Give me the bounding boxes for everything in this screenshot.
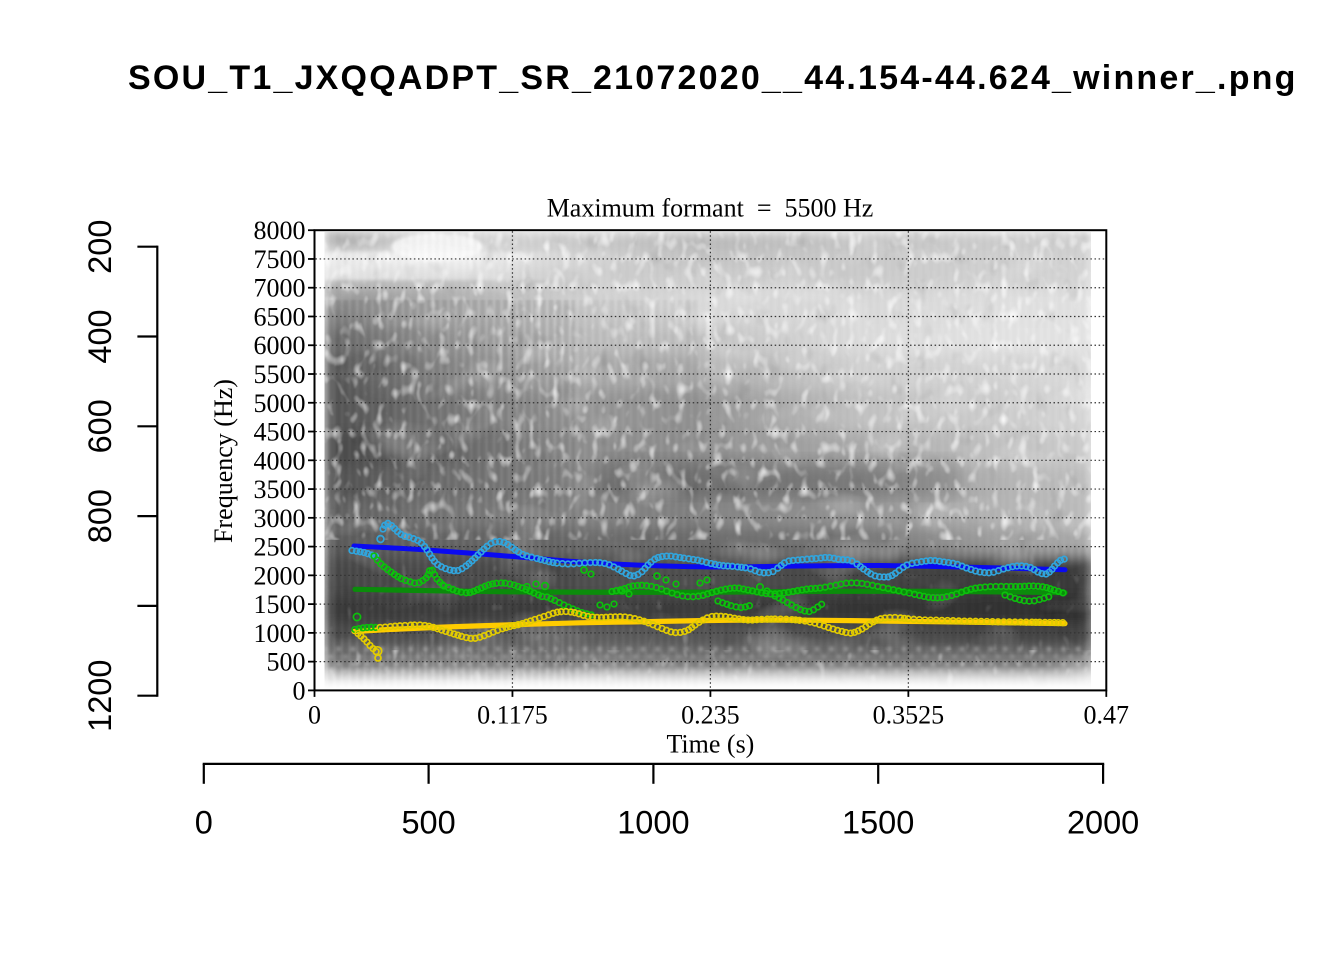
svg-text:600: 600 (82, 399, 118, 453)
svg-text:1000: 1000 (254, 619, 306, 648)
svg-text:0: 0 (308, 701, 321, 730)
svg-text:800: 800 (82, 489, 118, 543)
svg-text:1000: 1000 (617, 805, 689, 841)
svg-text:2000: 2000 (1067, 805, 1139, 841)
svg-text:5500: 5500 (254, 360, 306, 389)
svg-text:400: 400 (82, 309, 118, 363)
svg-text:3500: 3500 (254, 475, 306, 504)
svg-text:3000: 3000 (254, 504, 306, 533)
svg-text:4000: 4000 (254, 446, 306, 475)
svg-text:6000: 6000 (254, 331, 306, 360)
svg-text:Maximum formant = 5500 Hz: Maximum formant = 5500 Hz (547, 194, 874, 223)
svg-text:0: 0 (293, 676, 306, 705)
svg-text:6500: 6500 (254, 303, 306, 332)
svg-text:0.3525: 0.3525 (873, 701, 945, 730)
svg-text:2500: 2500 (254, 533, 306, 562)
svg-text:1500: 1500 (842, 805, 914, 841)
svg-text:200: 200 (82, 220, 118, 274)
svg-text:7000: 7000 (254, 274, 306, 303)
svg-text:0.235: 0.235 (681, 701, 740, 730)
svg-text:0.47: 0.47 (1084, 701, 1130, 730)
svg-text:7500: 7500 (254, 245, 306, 274)
svg-text:Frequency (Hz): Frequency (Hz) (209, 379, 238, 543)
svg-text:1500: 1500 (254, 590, 306, 619)
svg-text:500: 500 (267, 648, 306, 677)
svg-text:8000: 8000 (254, 216, 306, 245)
svg-text:Time (s): Time (s) (666, 730, 754, 759)
svg-text:500: 500 (401, 805, 455, 841)
svg-text:2000: 2000 (254, 561, 306, 590)
svg-text:0: 0 (195, 805, 213, 841)
svg-text:5000: 5000 (254, 389, 306, 418)
svg-text:SOU_T1_JXQQADPT_SR_21072020__4: SOU_T1_JXQQADPT_SR_21072020__44.154-44.6… (128, 59, 1298, 97)
svg-text:0.1175: 0.1175 (477, 701, 548, 730)
svg-text:4500: 4500 (254, 418, 306, 447)
svg-text:1200: 1200 (82, 660, 118, 732)
